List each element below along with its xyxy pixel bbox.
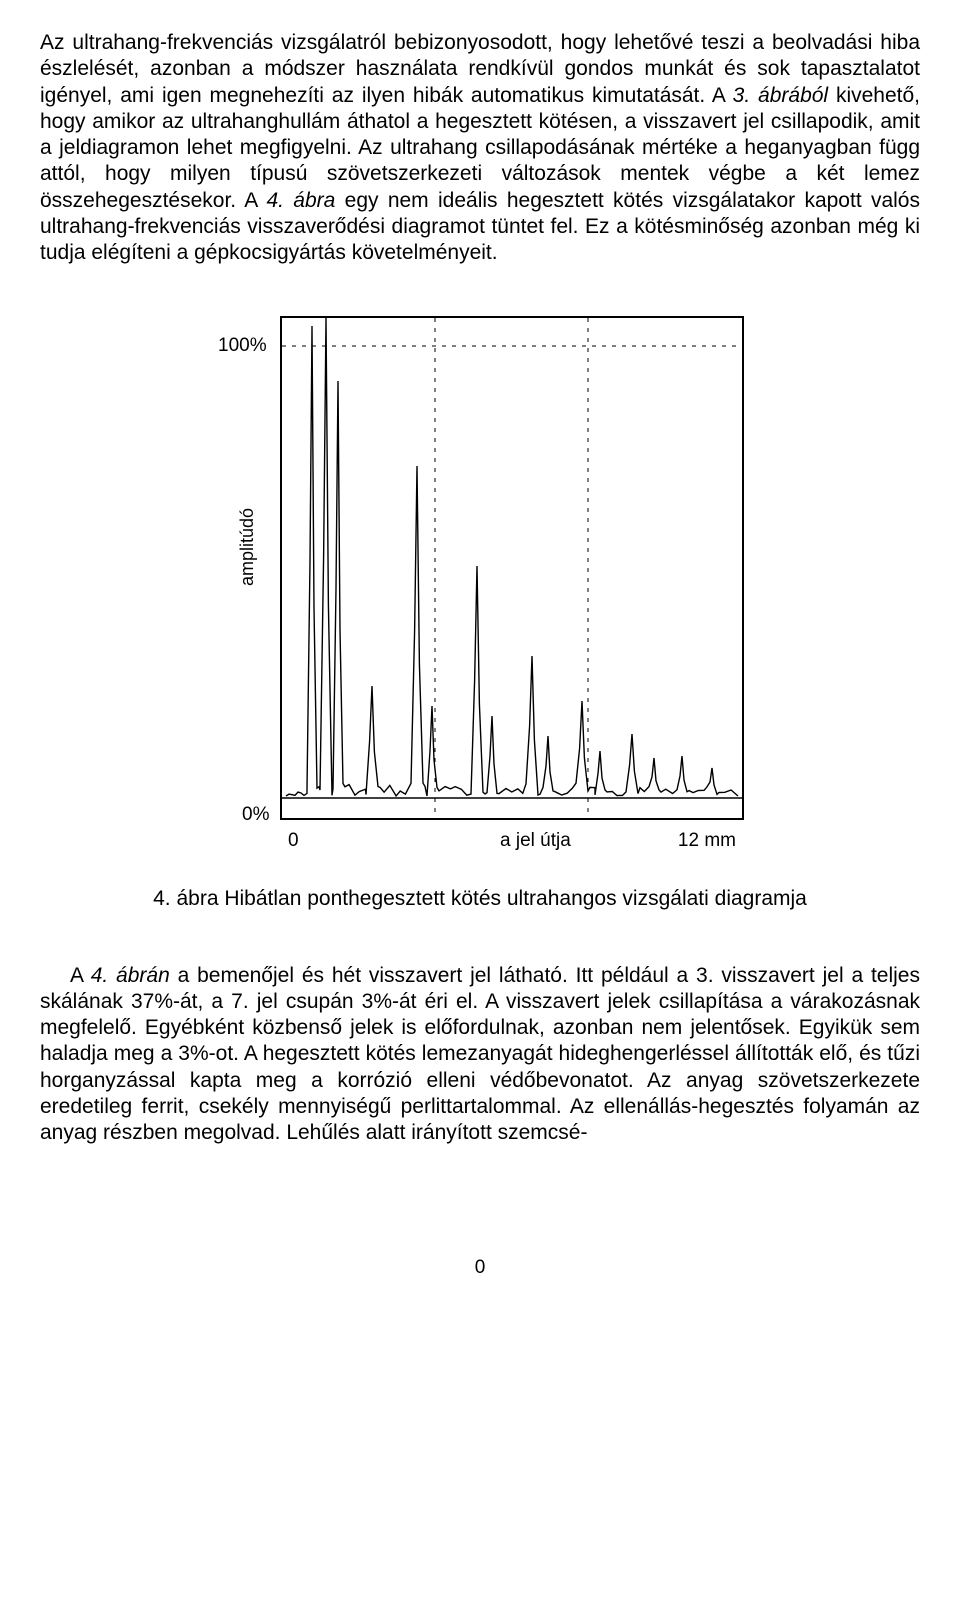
x-axis-label: a jel útja — [500, 829, 571, 853]
ultrasound-chart — [280, 316, 744, 820]
p2-text-a: A — [70, 964, 91, 987]
p2-ref-fig4: 4. ábrán — [91, 964, 170, 987]
p1-ref-fig4: 4. ábra — [266, 189, 335, 212]
paragraph-1: Az ultrahang-frekvenciás vizsgálatról be… — [40, 30, 920, 266]
chart-container: 100% amplitúdó 0% 0 a jel útja 12 mm — [200, 306, 760, 866]
y-tick-100: 100% — [218, 334, 267, 358]
y-tick-0: 0% — [242, 803, 269, 827]
p2-text-b: a bemenőjel és hét visszavert jel láthat… — [40, 964, 920, 1145]
figure-4-caption: 4. ábra Hibátlan ponthegesztett kötés ul… — [40, 886, 920, 912]
x-tick-12mm: 12 mm — [678, 829, 736, 853]
figure-4: 100% amplitúdó 0% 0 a jel útja 12 mm — [200, 306, 760, 866]
page-footer-zero: 0 — [40, 1256, 920, 1280]
y-axis-label: amplitúdó — [236, 508, 259, 586]
p1-ref-fig3: 3. ábrából — [733, 84, 828, 107]
paragraph-2: A 4. ábrán a bemenőjel és hét visszavert… — [40, 963, 920, 1147]
x-tick-0: 0 — [288, 829, 299, 853]
